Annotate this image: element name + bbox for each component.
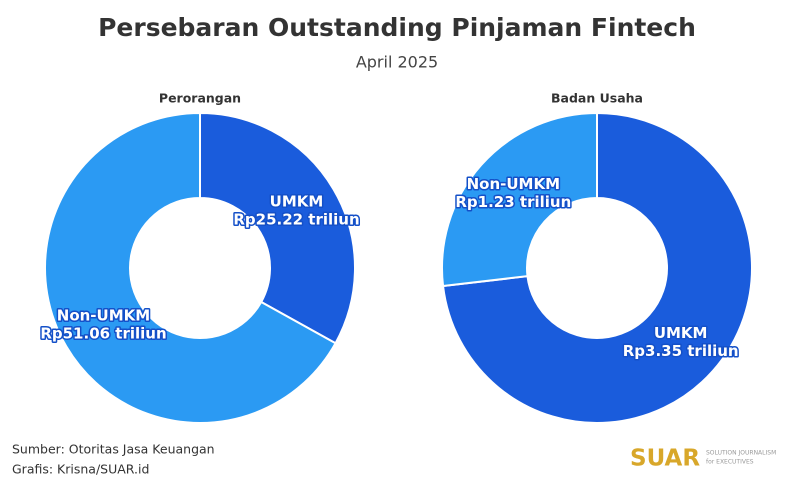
- slice-label: Non-UMKM: [57, 306, 150, 324]
- donut-title: Badan Usaha: [551, 91, 643, 106]
- logo-tagline: for EXECUTIVES: [706, 459, 754, 466]
- slice-value-label: Rp51.06 triliun: [40, 324, 166, 342]
- source: Sumber: Otoritas Jasa Keuangan: [12, 442, 215, 457]
- slice-value-label: Rp1.23 triliun: [455, 193, 571, 211]
- donut-slice: [441, 111, 598, 288]
- slice-value-label: Rp25.22 triliun: [233, 211, 359, 229]
- slice-value-label: Rp3.35 triliun: [623, 342, 739, 360]
- slice-label: Non-UMKM: [467, 175, 560, 193]
- slice-label: UMKM: [270, 193, 324, 211]
- chart-title: Persebaran Outstanding Pinjaman Fintech: [98, 13, 696, 42]
- chart-subtitle: April 2025: [356, 53, 438, 72]
- donut-slice: [199, 111, 356, 345]
- credit: Grafis: Krisna/SUAR.id: [12, 462, 149, 477]
- logo: SUAR: [630, 446, 700, 472]
- donut-title: Perorangan: [159, 91, 241, 106]
- donut-slice: [44, 111, 337, 424]
- donut-slice: [441, 111, 753, 424]
- slice-label: UMKM: [654, 324, 708, 342]
- logo-tagline: SOLUTION JOURNALISM: [706, 450, 776, 457]
